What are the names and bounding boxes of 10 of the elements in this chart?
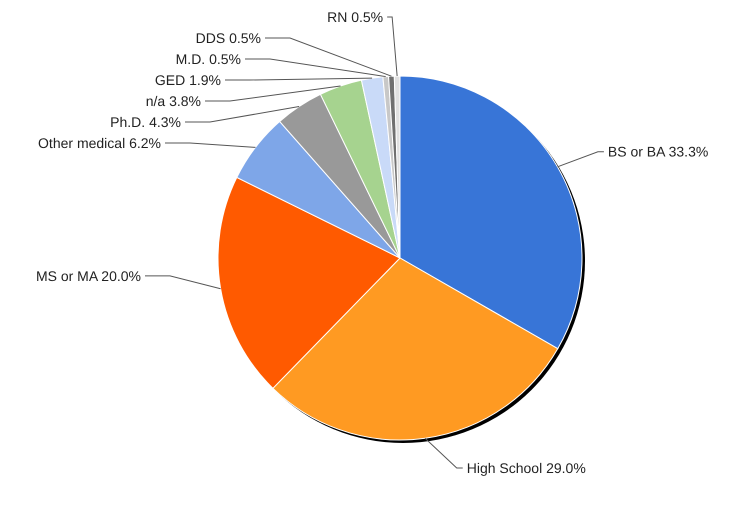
- slice-label: Ph.D. 4.3%: [110, 114, 181, 130]
- slice-label: MS or MA 20.0%: [36, 268, 141, 284]
- slice-label: RN 0.5%: [327, 8, 384, 25]
- slice-label: M.D. 0.5%: [176, 50, 241, 67]
- slice-label: High School 29.0%: [466, 460, 586, 476]
- slice-label: Other medical 6.2%: [38, 134, 161, 151]
- slice-label: BS or BA 33.3%: [608, 144, 708, 160]
- slice-label: n/a 3.8%: [146, 92, 201, 109]
- slice-label: GED 1.9%: [154, 72, 221, 88]
- slice-label: DDS 0.5%: [196, 30, 261, 46]
